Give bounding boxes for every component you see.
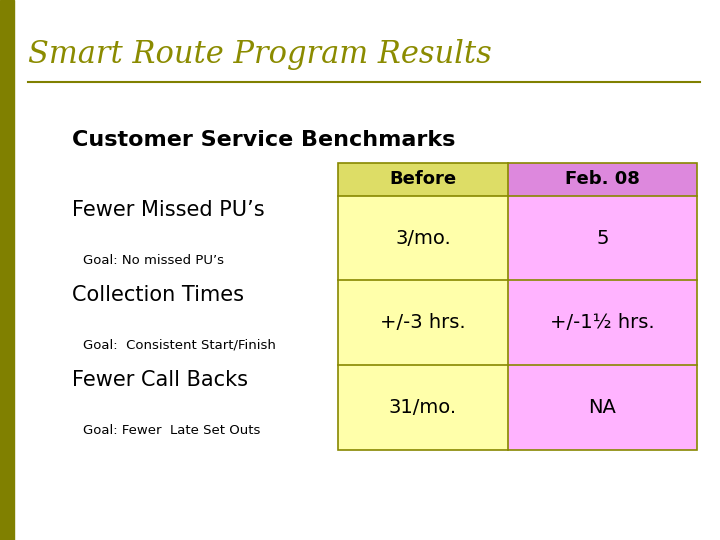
Bar xyxy=(0,0,14,540)
Text: Smart Route Program Results: Smart Route Program Results xyxy=(28,39,492,71)
Text: Customer Service Benchmarks: Customer Service Benchmarks xyxy=(72,130,455,150)
Text: 3/mo.: 3/mo. xyxy=(395,228,451,247)
Bar xyxy=(338,163,697,450)
Text: 5: 5 xyxy=(596,228,608,247)
Bar xyxy=(508,196,697,280)
Text: NA: NA xyxy=(588,398,616,417)
Bar xyxy=(338,163,508,196)
Text: Goal: Fewer  Late Set Outs: Goal: Fewer Late Set Outs xyxy=(83,423,261,436)
Bar xyxy=(508,280,697,365)
Bar xyxy=(338,196,508,280)
Text: Collection Times: Collection Times xyxy=(72,285,244,305)
Bar xyxy=(338,365,508,450)
Text: Feb. 08: Feb. 08 xyxy=(565,171,640,188)
Text: +/-3 hrs.: +/-3 hrs. xyxy=(380,313,466,332)
Text: +/-1½ hrs.: +/-1½ hrs. xyxy=(550,313,654,332)
Bar xyxy=(508,163,697,196)
Text: Fewer Call Backs: Fewer Call Backs xyxy=(72,370,248,390)
Bar xyxy=(338,280,508,365)
Text: Goal:  Consistent Start/Finish: Goal: Consistent Start/Finish xyxy=(83,339,276,352)
Text: Goal: No missed PU’s: Goal: No missed PU’s xyxy=(83,253,224,267)
Text: Before: Before xyxy=(390,171,456,188)
Text: 31/mo.: 31/mo. xyxy=(389,398,457,417)
Bar xyxy=(508,365,697,450)
Text: Fewer Missed PU’s: Fewer Missed PU’s xyxy=(72,200,265,220)
